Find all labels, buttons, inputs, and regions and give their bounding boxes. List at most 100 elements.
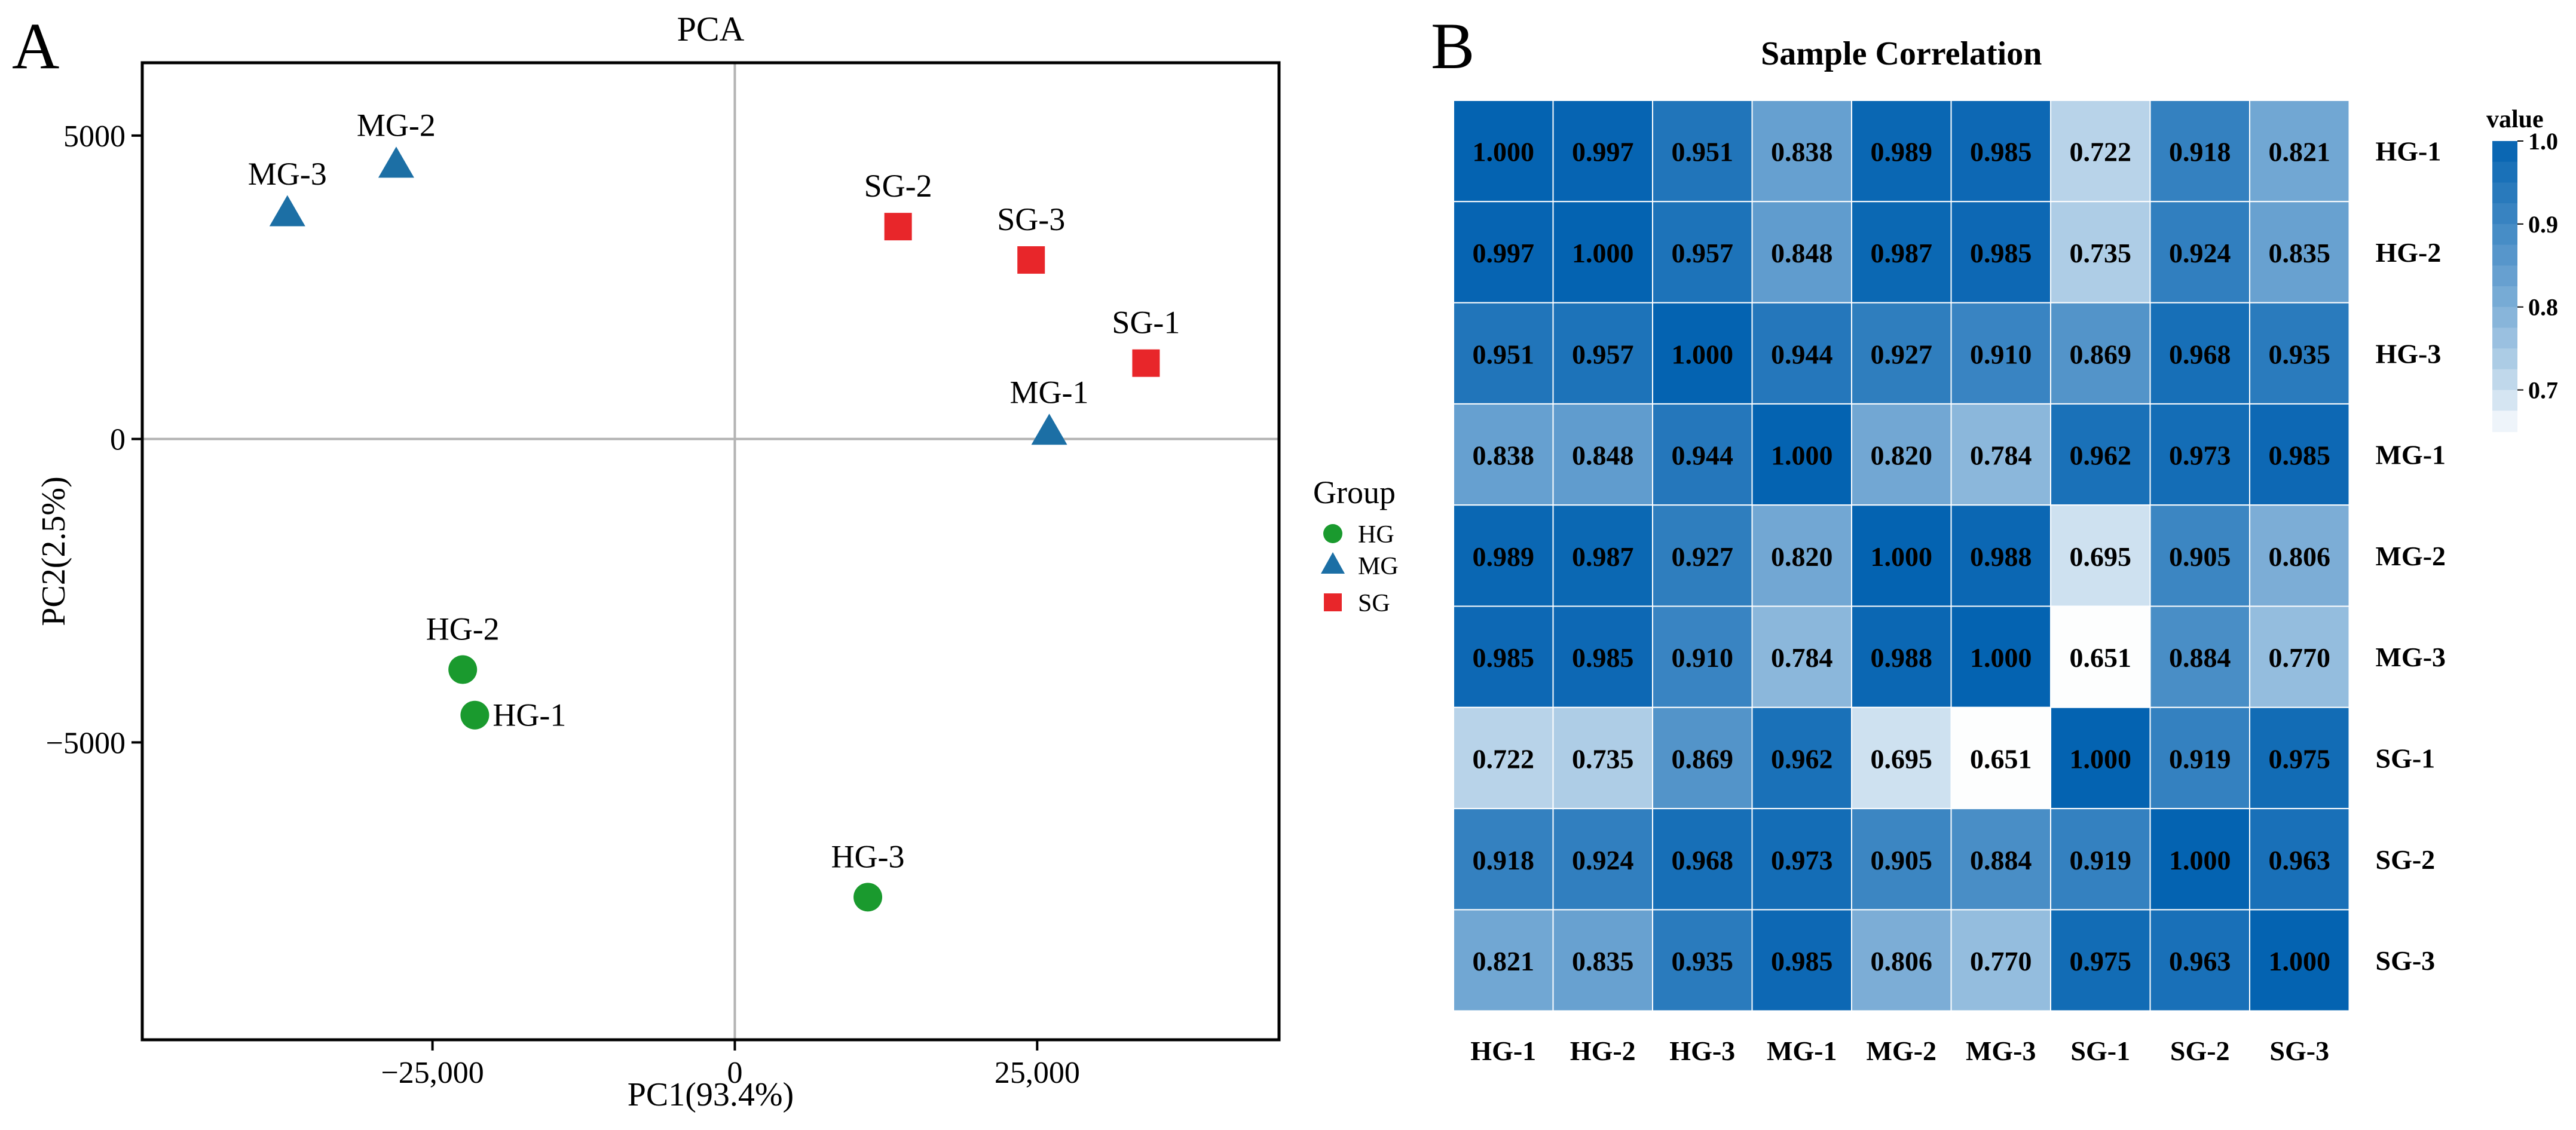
cell-value: 0.927 (1672, 541, 1734, 572)
heatmap-cell (1950, 808, 2051, 911)
y-axis-label: PC2(2.5%) (35, 476, 72, 626)
heatmap-cell (1950, 605, 2051, 708)
cell-value: 1.000 (1970, 642, 2032, 673)
cell-value: 0.838 (1771, 137, 1833, 167)
cell-value: 0.835 (2269, 238, 2331, 268)
column-label: SG-2 (2170, 1036, 2230, 1066)
cell-value: 1.000 (1672, 339, 1734, 369)
heatmap-cell (1453, 403, 1554, 506)
point-sg-3 (1017, 246, 1045, 274)
cell-value: 1.000 (1572, 238, 1634, 268)
legend-marker-mg (1321, 552, 1345, 574)
heatmap-cell (1751, 100, 1852, 203)
cell-value: 0.919 (2169, 743, 2231, 774)
colorbar-segment (2492, 223, 2517, 246)
legend-marker-sg (1324, 593, 1342, 611)
cell-value: 0.935 (1672, 946, 1734, 976)
point-hg-1 (460, 700, 489, 730)
heatmap-cell (2149, 403, 2250, 506)
heatmap-cell (2149, 504, 2250, 607)
heatmap-cell (1652, 504, 1753, 607)
cell-value: 0.651 (2070, 642, 2132, 673)
cell-value: 0.820 (1771, 541, 1833, 572)
cell-value: 1.000 (1473, 137, 1535, 167)
cell-value: 0.957 (1672, 238, 1734, 268)
row-label: HG-3 (2376, 338, 2442, 369)
heatmap-cell (1751, 302, 1852, 405)
cell-value: 0.838 (1473, 440, 1535, 471)
cell-value: 0.962 (2070, 440, 2132, 471)
colorbar-tick-label: 1.0 (2528, 128, 2558, 155)
heatmap-cell (2249, 504, 2350, 607)
cell-value: 0.997 (1473, 238, 1535, 268)
legend-title: Group (1313, 474, 1396, 510)
heatmap-cell (2149, 909, 2250, 1012)
column-label: MG-1 (1767, 1036, 1837, 1066)
heatmap-cell (1751, 605, 1852, 708)
heatmap-cell (1552, 909, 1653, 1012)
heatmap-cell (1950, 909, 2051, 1012)
cell-value: 0.962 (1771, 743, 1833, 774)
cell-value: 0.905 (1871, 845, 1933, 875)
row-label: SG-1 (2376, 743, 2436, 773)
pca-chart: PCA −25,000 0 25,000 5000 0 −5000 PC1(93.4%) PC2… (35, 10, 1281, 1113)
heatmap-cell (1851, 504, 1952, 607)
x-tick-label: 0 (727, 1056, 742, 1090)
row-label: HG-2 (2376, 237, 2442, 268)
cell-value: 0.975 (2070, 946, 2132, 976)
colorbar-segment (2492, 161, 2517, 183)
legend-marker-hg (1323, 524, 1342, 543)
cell-value: 0.985 (1771, 946, 1833, 976)
heatmap-cell (2149, 605, 2250, 708)
cell-value: 0.963 (2169, 946, 2231, 976)
heatmap-cell (2249, 100, 2350, 203)
cell-value: 0.695 (2070, 541, 2132, 572)
x-axis-label: PC1(93.4%) (628, 1076, 794, 1113)
x-tick-label: 25,000 (995, 1056, 1080, 1090)
heatmap-cell (2249, 909, 2350, 1012)
heatmap-cell (2249, 706, 2350, 810)
point-hg-2 (448, 655, 478, 684)
heatmap-cell (1751, 504, 1852, 607)
x-tick-label: −25,000 (381, 1056, 484, 1090)
heatmap-cell (1950, 201, 2051, 304)
cell-value: 0.927 (1871, 339, 1933, 369)
heatmap-cell (2050, 302, 2151, 405)
colorbar-segment (2492, 348, 2517, 370)
heatmap-cell (1652, 909, 1753, 1012)
point-label: MG-3 (248, 156, 327, 192)
cell-value: 0.988 (1970, 541, 2032, 572)
cell-value: 0.918 (1473, 845, 1535, 875)
cell-value: 0.997 (1572, 137, 1634, 167)
heatmap-cell (1652, 808, 1753, 911)
point-label: HG-3 (831, 838, 905, 874)
heatmap-cell (1751, 909, 1852, 1012)
heatmap-cell (1652, 100, 1753, 203)
point-mg-1 (1031, 414, 1067, 445)
colorbar-segment (2492, 244, 2517, 267)
column-label: SG-1 (2070, 1036, 2130, 1066)
cell-value: 0.973 (1771, 845, 1833, 875)
colorbar-segment (2492, 286, 2517, 308)
panel-label-a: A (12, 10, 60, 82)
colorbar-tick-label: 0.7 (2528, 377, 2558, 404)
legend-label-mg: MG (1358, 553, 1399, 580)
cell-value: 0.985 (1572, 642, 1634, 673)
heatmap-cell (1552, 706, 1653, 810)
cell-value: 0.987 (1871, 238, 1933, 268)
point-label: SG-1 (1112, 305, 1180, 341)
column-label: SG-3 (2269, 1036, 2329, 1066)
point-sg-2 (884, 213, 912, 241)
plot-frame (140, 61, 1281, 1042)
cell-value: 0.985 (1473, 642, 1535, 673)
cell-value: 1.000 (1771, 440, 1833, 471)
point-label: SG-3 (997, 201, 1065, 237)
colorbar-title: value (2486, 106, 2544, 133)
colorbar-segment (2492, 265, 2517, 287)
colorbar-segment (2492, 182, 2517, 204)
cell-value: 0.973 (2169, 440, 2231, 471)
cell-value: 0.957 (1572, 339, 1634, 369)
point-label: HG-1 (492, 697, 566, 733)
column-label: HG-3 (1669, 1036, 1735, 1066)
